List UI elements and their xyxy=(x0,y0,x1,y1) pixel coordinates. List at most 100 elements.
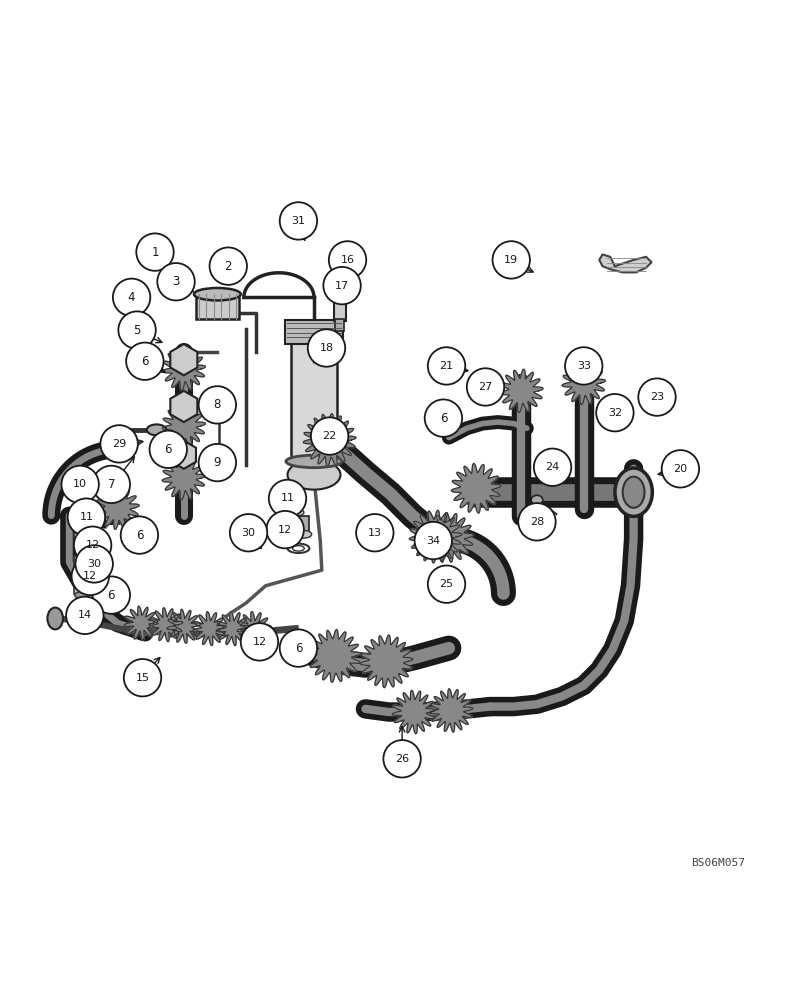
Text: 21: 21 xyxy=(439,361,453,371)
Ellipse shape xyxy=(147,424,166,435)
Circle shape xyxy=(564,347,602,385)
Text: 30: 30 xyxy=(87,559,101,569)
Circle shape xyxy=(75,545,113,583)
Circle shape xyxy=(427,565,465,603)
Circle shape xyxy=(424,399,461,437)
Bar xyxy=(333,297,345,321)
Text: 12: 12 xyxy=(252,637,266,647)
Text: 6: 6 xyxy=(165,443,172,456)
Polygon shape xyxy=(170,344,197,375)
Text: 11: 11 xyxy=(280,493,294,503)
Text: 31: 31 xyxy=(291,216,305,226)
Text: 1: 1 xyxy=(151,246,158,259)
Circle shape xyxy=(62,466,99,503)
Ellipse shape xyxy=(47,608,63,629)
Polygon shape xyxy=(237,612,271,646)
Polygon shape xyxy=(170,391,197,422)
Text: 24: 24 xyxy=(545,462,559,472)
Circle shape xyxy=(268,480,306,517)
Circle shape xyxy=(492,241,530,279)
Circle shape xyxy=(279,202,317,240)
Circle shape xyxy=(74,527,111,564)
Polygon shape xyxy=(162,347,205,391)
Text: 28: 28 xyxy=(530,517,543,527)
Text: 26: 26 xyxy=(395,754,409,764)
Circle shape xyxy=(595,394,633,431)
Circle shape xyxy=(533,449,571,486)
Text: 32: 32 xyxy=(607,408,621,418)
Text: 13: 13 xyxy=(367,528,381,538)
Text: 12: 12 xyxy=(84,571,97,581)
Polygon shape xyxy=(171,441,195,469)
Ellipse shape xyxy=(212,452,225,467)
Polygon shape xyxy=(124,606,158,640)
Text: 20: 20 xyxy=(672,464,687,474)
Circle shape xyxy=(209,247,247,285)
Bar xyxy=(195,294,239,319)
Ellipse shape xyxy=(286,509,303,516)
Text: 6: 6 xyxy=(439,412,447,425)
Polygon shape xyxy=(162,457,205,500)
Bar xyxy=(74,576,96,594)
Polygon shape xyxy=(409,510,461,563)
Circle shape xyxy=(661,450,698,488)
Polygon shape xyxy=(148,608,182,642)
Bar xyxy=(335,319,344,331)
Text: 30: 30 xyxy=(241,528,255,538)
Text: 16: 16 xyxy=(340,255,354,265)
Text: 14: 14 xyxy=(78,610,92,620)
Text: 22: 22 xyxy=(322,431,337,441)
Bar xyxy=(285,320,342,344)
Circle shape xyxy=(149,431,187,468)
Circle shape xyxy=(311,417,348,455)
Circle shape xyxy=(157,263,195,300)
Circle shape xyxy=(199,444,236,481)
Text: 6: 6 xyxy=(108,589,115,602)
Polygon shape xyxy=(192,612,226,646)
Circle shape xyxy=(356,514,393,551)
Text: BS06M057: BS06M057 xyxy=(690,858,744,868)
Circle shape xyxy=(323,267,360,304)
Circle shape xyxy=(230,514,267,551)
Ellipse shape xyxy=(294,530,311,538)
Text: 11: 11 xyxy=(79,512,93,522)
Polygon shape xyxy=(307,630,360,682)
Text: 12: 12 xyxy=(85,540,100,550)
Text: 5: 5 xyxy=(133,324,140,337)
Circle shape xyxy=(92,576,130,614)
Circle shape xyxy=(92,466,130,503)
Text: 19: 19 xyxy=(504,255,517,265)
Circle shape xyxy=(121,516,158,554)
Circle shape xyxy=(67,498,105,536)
Ellipse shape xyxy=(622,477,644,508)
Text: 33: 33 xyxy=(576,361,590,371)
Text: 6: 6 xyxy=(294,642,302,655)
Circle shape xyxy=(517,503,555,541)
Circle shape xyxy=(307,329,345,367)
Polygon shape xyxy=(162,404,205,448)
Polygon shape xyxy=(561,361,604,405)
Circle shape xyxy=(328,241,366,279)
Text: 10: 10 xyxy=(73,479,87,489)
Bar xyxy=(290,494,300,511)
Ellipse shape xyxy=(333,292,346,298)
Polygon shape xyxy=(216,612,250,646)
Circle shape xyxy=(414,522,452,559)
Polygon shape xyxy=(303,414,355,466)
Polygon shape xyxy=(392,690,435,734)
Polygon shape xyxy=(599,254,650,272)
Circle shape xyxy=(66,597,104,634)
Polygon shape xyxy=(167,609,200,643)
Ellipse shape xyxy=(614,468,651,516)
Bar xyxy=(298,516,308,533)
Circle shape xyxy=(71,558,109,595)
Circle shape xyxy=(279,629,317,667)
Text: 7: 7 xyxy=(108,478,115,491)
Text: 8: 8 xyxy=(213,398,221,411)
Text: 15: 15 xyxy=(135,673,149,683)
Polygon shape xyxy=(499,369,543,413)
Polygon shape xyxy=(96,486,139,529)
Ellipse shape xyxy=(287,460,340,490)
Text: 34: 34 xyxy=(426,536,440,546)
Ellipse shape xyxy=(194,288,240,300)
